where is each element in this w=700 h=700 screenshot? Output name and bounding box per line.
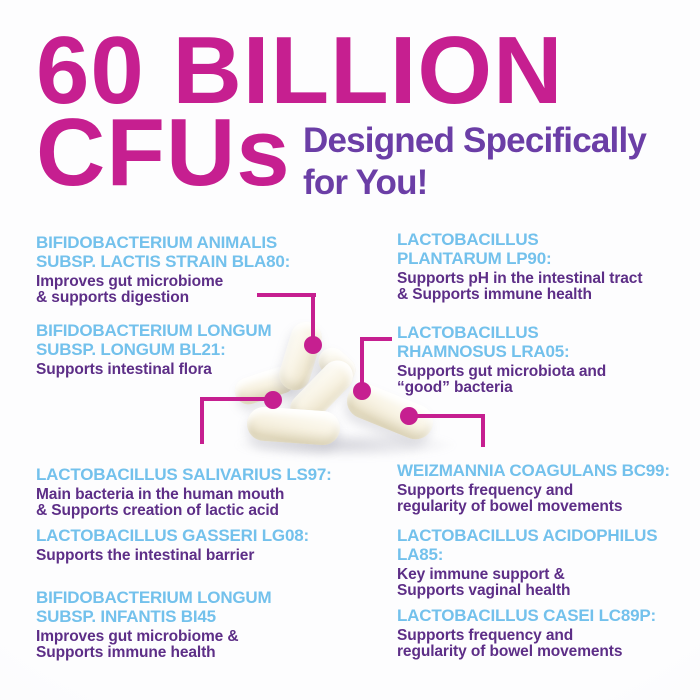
headline-subtitle: Designed Specifically for You!: [303, 121, 647, 202]
strain-benefits: Supports intestinal flora: [36, 361, 212, 378]
strain-benefits: Supports the intestinal barrier: [36, 547, 255, 564]
strain-item-lc89p: LACTOBACILLUS CASEI LC89P: Supports freq…: [397, 606, 700, 660]
strain-benefits: Main bacteria in the human mouth & Suppo…: [36, 486, 285, 519]
connector-dot: [353, 382, 371, 400]
strain-benefits: Supports frequency and regularity of bow…: [397, 627, 623, 660]
strain-benefits: Supports pH in the intestinal tract & Su…: [397, 270, 643, 303]
strain-item-bc99: WEIZMANNIA COAGULANS BC99: Supports freq…: [397, 461, 700, 515]
connector-dot: [264, 391, 282, 409]
connector-line: [257, 293, 316, 297]
strain-name: LACTOBACILLUS ACIDOPHILUS LA85:: [397, 526, 658, 564]
strain-item-bi45: BIFIDOBACTERIUM LONGUM SUBSP. INFANTIS B…: [36, 588, 358, 661]
strain-benefits: Supports gut microbiota and “good” bacte…: [397, 363, 607, 396]
connector-line: [200, 399, 204, 444]
connector-line: [311, 293, 315, 341]
strain-benefits: Key immune support & Supports vaginal he…: [397, 566, 571, 599]
capsule: [245, 405, 342, 447]
connector-line: [360, 337, 392, 341]
connector-dot: [400, 407, 418, 425]
strain-name: BIFIDOBACTERIUM ANIMALIS SUBSP. LACTIS S…: [36, 233, 291, 271]
strain-name: LACTOBACILLUS SALIVARIUS LS97:: [36, 465, 332, 484]
strain-name: LACTOBACILLUS CASEI LC89P:: [397, 606, 656, 625]
strain-benefits: Improves gut microbiome & Supports immun…: [36, 628, 239, 661]
connector-line: [200, 397, 278, 401]
strain-benefits: Improves gut microbiome & supports diges…: [36, 273, 224, 306]
headline: 60 BILLION CFUs: [36, 17, 564, 206]
strain-item-bla80: BIFIDOBACTERIUM ANIMALIS SUBSP. LACTIS S…: [36, 233, 358, 306]
strain-name: LACTOBACILLUS PLANTARUM LP90:: [397, 230, 552, 268]
connector-dot: [304, 336, 322, 354]
strain-item-lg08: LACTOBACILLUS GASSERI LG08: Supports the…: [36, 526, 358, 564]
strain-item-bl21: BIFIDOBACTERIUM LONGUM SUBSP. LONGUM BL2…: [36, 321, 358, 378]
strain-item-ls97: LACTOBACILLUS SALIVARIUS LS97: Main bact…: [36, 465, 358, 519]
connector-line: [360, 337, 364, 387]
strain-item-lp90: LACTOBACILLUS PLANTARUM LP90: Supports p…: [397, 230, 700, 303]
strain-name: LACTOBACILLUS RHAMNOSUS LRA05:: [397, 323, 570, 361]
strain-name: BIFIDOBACTERIUM LONGUM SUBSP. LONGUM BL2…: [36, 321, 272, 359]
strain-name: WEIZMANNIA COAGULANS BC99:: [397, 461, 670, 480]
connector-line: [409, 414, 485, 418]
strain-name: LACTOBACILLUS GASSERI LG08:: [36, 526, 309, 545]
strain-benefits: Supports frequency and regularity of bow…: [397, 482, 623, 515]
connector-line: [481, 414, 485, 447]
strain-item-la85: LACTOBACILLUS ACIDOPHILUS LA85: Key immu…: [397, 526, 700, 599]
strain-name: BIFIDOBACTERIUM LONGUM SUBSP. INFANTIS B…: [36, 588, 272, 626]
strain-item-lra05: LACTOBACILLUS RHAMNOSUS LRA05: Supports …: [397, 323, 700, 396]
